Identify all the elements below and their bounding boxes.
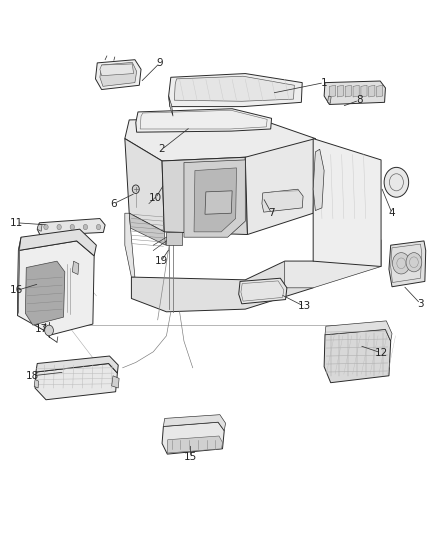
Polygon shape: [25, 261, 65, 325]
Circle shape: [83, 224, 88, 230]
Text: 10: 10: [149, 193, 162, 203]
Polygon shape: [72, 261, 79, 274]
Polygon shape: [37, 224, 42, 231]
Polygon shape: [239, 278, 287, 304]
Text: 3: 3: [417, 299, 424, 309]
Polygon shape: [184, 160, 245, 237]
Polygon shape: [313, 149, 324, 211]
Polygon shape: [100, 64, 134, 76]
Circle shape: [44, 224, 48, 230]
Polygon shape: [162, 422, 224, 454]
Polygon shape: [169, 96, 173, 116]
Polygon shape: [328, 96, 331, 103]
Polygon shape: [129, 213, 166, 245]
Polygon shape: [112, 376, 119, 388]
Polygon shape: [131, 261, 313, 312]
Polygon shape: [174, 76, 294, 101]
Circle shape: [132, 185, 139, 193]
Polygon shape: [125, 117, 315, 161]
Text: 19: 19: [155, 256, 168, 266]
Circle shape: [96, 224, 101, 230]
Text: 12: 12: [374, 348, 388, 358]
Polygon shape: [361, 85, 367, 97]
Text: 1: 1: [321, 78, 328, 87]
Text: 6: 6: [110, 199, 117, 208]
Polygon shape: [169, 74, 302, 107]
Polygon shape: [125, 139, 164, 232]
Polygon shape: [313, 139, 381, 266]
Polygon shape: [95, 60, 141, 90]
Text: 8: 8: [356, 95, 363, 105]
Polygon shape: [285, 240, 381, 288]
Circle shape: [406, 253, 422, 272]
Text: 17: 17: [35, 325, 48, 334]
Text: 11: 11: [10, 218, 23, 228]
Circle shape: [70, 224, 74, 230]
Text: 13: 13: [298, 302, 311, 311]
Polygon shape: [377, 85, 383, 97]
Polygon shape: [162, 157, 247, 235]
Text: 7: 7: [268, 208, 275, 218]
Text: 9: 9: [156, 58, 163, 68]
Polygon shape: [325, 321, 392, 341]
Circle shape: [384, 167, 409, 197]
Polygon shape: [166, 232, 182, 245]
Polygon shape: [245, 139, 315, 235]
Polygon shape: [18, 241, 94, 335]
Polygon shape: [136, 109, 272, 132]
Polygon shape: [389, 241, 426, 287]
Polygon shape: [262, 189, 303, 212]
Polygon shape: [324, 81, 385, 104]
Text: 18: 18: [26, 371, 39, 381]
Polygon shape: [329, 85, 336, 97]
Polygon shape: [35, 364, 117, 400]
Polygon shape: [34, 379, 39, 388]
Polygon shape: [125, 213, 135, 277]
Circle shape: [57, 224, 61, 230]
Polygon shape: [337, 85, 343, 97]
Polygon shape: [324, 329, 391, 383]
Text: 2: 2: [159, 144, 166, 154]
Circle shape: [392, 253, 410, 274]
Polygon shape: [345, 85, 351, 97]
Polygon shape: [37, 219, 105, 236]
Text: 15: 15: [184, 453, 197, 462]
Polygon shape: [18, 237, 21, 316]
Polygon shape: [194, 168, 237, 232]
Polygon shape: [369, 85, 375, 97]
Text: 16: 16: [10, 286, 23, 295]
Text: 4: 4: [389, 208, 396, 218]
Polygon shape: [205, 191, 232, 214]
Polygon shape: [353, 85, 359, 97]
Polygon shape: [36, 356, 118, 373]
Polygon shape: [163, 415, 226, 431]
Polygon shape: [18, 229, 96, 256]
Circle shape: [45, 325, 53, 336]
Polygon shape: [167, 436, 223, 453]
Polygon shape: [100, 62, 137, 86]
